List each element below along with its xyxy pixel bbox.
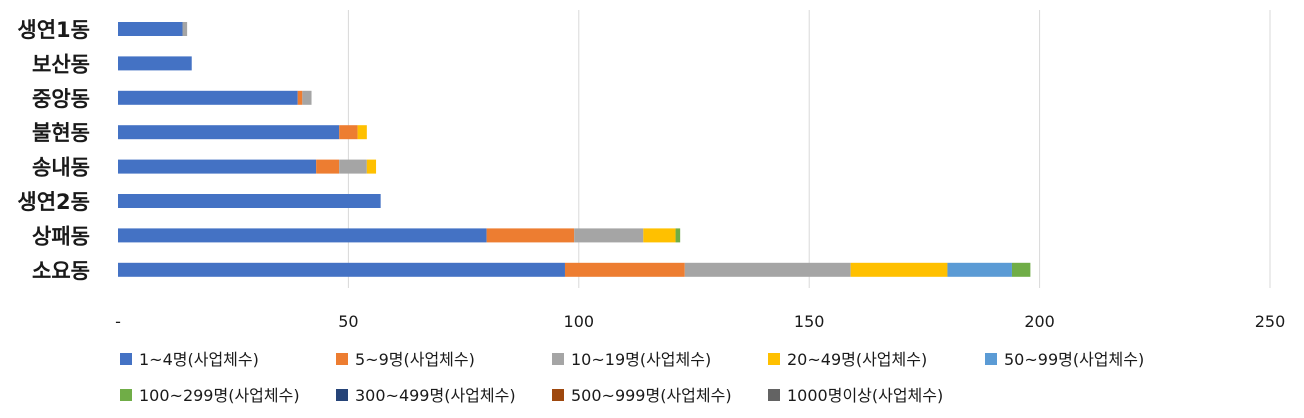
bar-segment: [947, 262, 1012, 277]
legend-label: 5~9명(사업체수): [355, 350, 475, 369]
legend-label: 300~499명(사업체수): [355, 386, 516, 405]
legend-swatch: [120, 353, 132, 365]
bar-segment: [564, 262, 685, 277]
bar-segment: [574, 228, 644, 243]
bar-segment: [1011, 262, 1031, 277]
legend-label: 50~99명(사업체수): [1004, 350, 1144, 369]
legend-label: 20~49명(사업체수): [787, 350, 927, 369]
category-label: 중앙동: [32, 87, 90, 111]
bar-segment: [118, 194, 381, 208]
bar-segment: [118, 159, 317, 174]
bar-segment: [118, 22, 183, 36]
bar-segment: [118, 125, 340, 140]
bar-segment: [118, 56, 192, 71]
bar-segment: [357, 125, 367, 140]
bar-segment: [302, 90, 312, 105]
bar-segment: [684, 262, 851, 277]
legend-label: 1~4명(사업체수): [139, 350, 259, 369]
legend-swatch: [336, 389, 348, 401]
bar-segment: [118, 262, 565, 277]
legend-swatch: [985, 353, 997, 365]
legend-label: 10~19명(사업체수): [571, 350, 711, 369]
legend-label: 1000명이상(사업체수): [787, 386, 943, 405]
bar-segment: [675, 228, 681, 243]
bar-segment: [118, 90, 298, 105]
bar-segment: [850, 262, 948, 277]
bar-segment: [339, 159, 367, 174]
category-label: 상패동: [32, 224, 90, 248]
category-label: 불현동: [32, 121, 90, 145]
category-label: 보산동: [32, 52, 90, 76]
category-label: 생연1동: [17, 18, 90, 42]
x-tick-label: 150: [794, 312, 825, 331]
bar-segment: [182, 22, 188, 36]
x-tick-label: -: [115, 312, 121, 331]
bar-segment: [118, 228, 487, 243]
x-tick-label: 200: [1024, 312, 1055, 331]
x-tick-label: 250: [1255, 312, 1286, 331]
legend: 1~4명(사업체수) 5~9명(사업체수) 10~19명(사업체수) 20~49명(사…: [120, 350, 1144, 405]
legend-label: 500~999명(사업체수): [571, 386, 732, 405]
category-label: 소요동: [32, 259, 90, 283]
bar-segment: [366, 159, 377, 174]
bar-segment: [486, 228, 575, 243]
bar-segment: [339, 125, 358, 140]
category-label: 생연2동: [17, 190, 90, 214]
legend-swatch: [120, 389, 132, 401]
legend-swatch: [336, 353, 348, 365]
legend-swatch: [552, 353, 564, 365]
legend-label: 100~299명(사업체수): [139, 386, 300, 405]
legend-swatch: [768, 353, 780, 365]
x-tick-label: 100: [564, 312, 595, 331]
bar-segment: [643, 228, 676, 243]
x-axis-ticks: - 50 100 150 200 250: [115, 312, 1285, 331]
legend-swatch: [552, 389, 564, 401]
gridlines: [347, 10, 1271, 288]
bars: [118, 22, 1031, 277]
category-label: 송내동: [32, 156, 90, 180]
legend-swatch: [768, 389, 780, 401]
bar-segment: [316, 159, 340, 174]
bar-segment: [297, 90, 303, 105]
x-tick-label: 50: [338, 312, 358, 331]
